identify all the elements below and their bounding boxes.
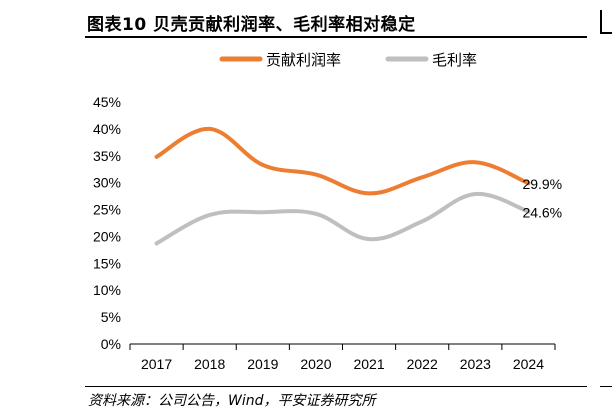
x-tick-label: 2024 <box>513 356 544 372</box>
y-axis: 0% 5% 10% 15% 20% 25% 30% 35% 40% 45% <box>93 94 121 352</box>
series-line-1 <box>154 126 531 196</box>
x-tick-label: 2017 <box>141 356 172 372</box>
y-tick-label: 0% <box>101 336 121 352</box>
y-tick-label: 10% <box>93 282 121 298</box>
adjacent-figure-rule <box>600 386 612 387</box>
y-tick-label: 5% <box>101 309 121 325</box>
title-bar: 图表10 贝壳贡献利润率、毛利率相对稳定 <box>85 6 587 38</box>
end-value-label-2: 24.6% <box>522 205 562 221</box>
legend: 贡献利润率 毛利率 <box>219 52 477 69</box>
source-note: 资料来源：公司公告，Wind，平安证券研究所 <box>88 393 376 409</box>
legend-label-2: 毛利率 <box>432 52 477 69</box>
x-tick-label: 2019 <box>247 356 278 372</box>
x-tick-label: 2018 <box>194 356 225 372</box>
x-tick-label: 2021 <box>353 356 384 372</box>
adjacent-figure-edge <box>600 10 612 34</box>
line-chart: 贡献利润率 毛利率 0% 5% 10% 15% 20% 25% 30% 35% 40% 45% 20… <box>93 52 562 372</box>
y-tick-label: 15% <box>93 255 121 271</box>
series-layer <box>154 126 531 246</box>
y-tick-label: 45% <box>93 94 121 110</box>
figure-title: 图表10 贝壳贡献利润率、毛利率相对稳定 <box>87 15 416 35</box>
legend-label-1: 贡献利润率 <box>266 52 341 69</box>
end-value-label-1: 29.9% <box>522 176 562 192</box>
y-tick-label: 35% <box>93 148 121 164</box>
y-tick-label: 25% <box>93 202 121 218</box>
x-tick-label: 2022 <box>407 356 438 372</box>
series-line-2 <box>154 191 531 246</box>
y-tick-label: 40% <box>93 121 121 137</box>
y-tick-label: 20% <box>93 228 121 244</box>
source-divider <box>85 386 587 387</box>
x-tick-label: 2023 <box>460 356 491 372</box>
x-axis: 2017 2018 2019 2020 2021 2022 2023 2024 <box>129 343 556 372</box>
y-tick-label: 30% <box>93 175 121 191</box>
x-tick-label: 2020 <box>300 356 331 372</box>
data-labels: 29.9% 24.6% <box>522 176 562 221</box>
